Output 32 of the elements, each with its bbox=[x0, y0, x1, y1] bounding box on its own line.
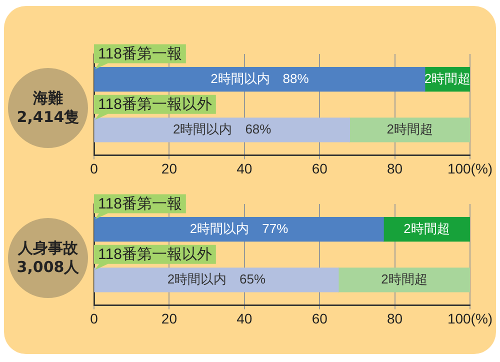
x-tick-label: 60 bbox=[312, 160, 328, 176]
text: 2時間超 bbox=[381, 271, 428, 286]
x-tick-label: 0 bbox=[90, 310, 98, 326]
x-tick-label: 40 bbox=[236, 160, 252, 176]
y-tick-label: 118番第一報以外 bbox=[98, 96, 212, 114]
text: 2時間以内 68% bbox=[172, 121, 272, 136]
x-tick-label: 20 bbox=[161, 160, 178, 176]
x-tick-label: 80 bbox=[387, 160, 403, 176]
text: 2時間以内 77% bbox=[190, 220, 288, 236]
text: 2時間以内 65% bbox=[167, 271, 266, 286]
bar bbox=[94, 268, 339, 292]
series-label: 2時間超 bbox=[404, 220, 450, 236]
y-tick-label: 118番第一報 bbox=[98, 45, 182, 62]
x-tick-label: 100(%) bbox=[447, 160, 493, 176]
bar bbox=[94, 66, 426, 92]
series-label: 2時間超 bbox=[424, 70, 471, 86]
x-tick-label: 100(%) bbox=[447, 310, 493, 326]
y-axis-title: 人身事故 3,008人 bbox=[8, 218, 88, 298]
y-tick-label: 118番第一報以外 bbox=[98, 246, 212, 264]
x-tick-label: 20 bbox=[161, 310, 178, 326]
y-tick-label: 118番第一報 bbox=[98, 195, 182, 212]
y-axis-title: 海難 2,414隻 bbox=[8, 68, 88, 148]
text: 2時間超 bbox=[386, 121, 433, 136]
x-tick-label: 40 bbox=[236, 310, 252, 326]
bar bbox=[349, 118, 470, 142]
x-tick-label: 60 bbox=[312, 310, 328, 326]
text: 2時間以内 88% bbox=[210, 70, 309, 86]
bar bbox=[94, 216, 384, 242]
bar bbox=[94, 118, 350, 142]
x-tick-label: 80 bbox=[387, 310, 403, 326]
bar bbox=[338, 268, 470, 292]
x-tick-label: 0 bbox=[90, 160, 98, 176]
